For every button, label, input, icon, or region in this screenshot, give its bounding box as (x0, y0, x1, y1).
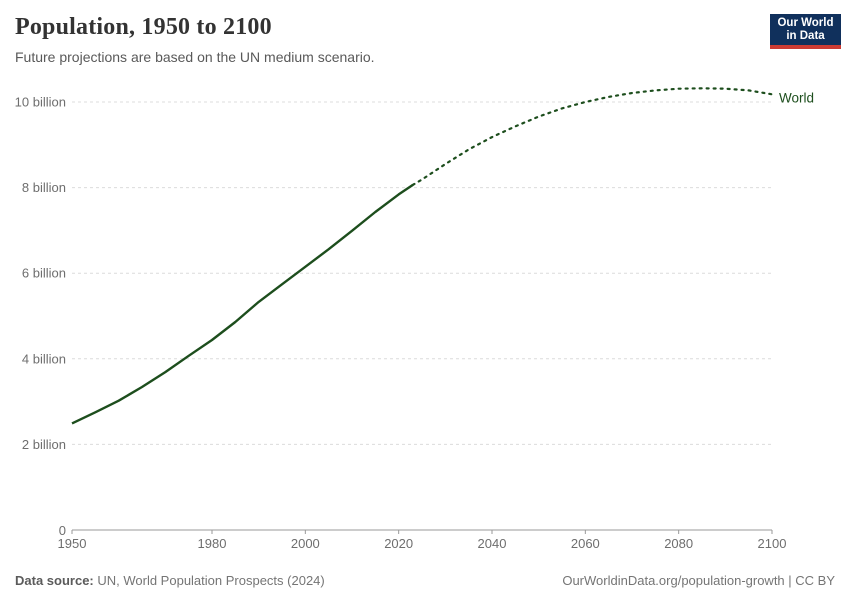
y-tick-label-6: 6 billion (22, 266, 66, 281)
y-tick-label-4: 4 billion (22, 351, 66, 366)
data-source-note: Data source: UN, World Population Prospe… (15, 573, 325, 588)
owid-logo-line1: Our World (777, 16, 834, 29)
chart-footer: Data source: UN, World Population Prospe… (15, 573, 835, 588)
chart-header: Population, 1950 to 2100 Future projecti… (15, 14, 755, 65)
x-tick-label-2060: 2060 (571, 536, 600, 551)
x-tick-label-2080: 2080 (664, 536, 693, 551)
series-label-world[interactable]: World (779, 90, 814, 105)
chart-title: Population, 1950 to 2100 (15, 14, 272, 40)
data-source-label: Data source: (15, 573, 94, 588)
chart-subtitle: Future projections are based on the UN m… (15, 49, 375, 65)
y-tick-label-2: 2 billion (22, 437, 66, 452)
series-line-projected-world[interactable] (411, 87, 774, 187)
y-tick-label-10: 10 billion (15, 95, 66, 110)
x-tick-label-2100: 2100 (758, 536, 787, 551)
chart-canvas[interactable]: 0 2 billion 4 billion 6 billion 8 billion 10 … (0, 70, 850, 555)
x-tick-label-2000: 2000 (291, 536, 320, 551)
x-tick-label-1980: 1980 (198, 536, 227, 551)
series-line-historical-world[interactable] (71, 184, 414, 425)
license-credit[interactable]: OurWorldinData.org/population-growth | C… (562, 573, 835, 588)
owid-logo[interactable]: Our World in Data (770, 14, 841, 49)
y-tick-label-8: 8 billion (22, 180, 66, 195)
data-source-text: UN, World Population Prospects (2024) (93, 573, 325, 588)
y-tick-label-0: 0 (59, 523, 66, 538)
x-tick-label-2040: 2040 (478, 536, 507, 551)
x-tick-label-1950: 1950 (58, 536, 87, 551)
owid-logo-line2: in Data (786, 29, 825, 42)
x-tick-label-2020: 2020 (384, 536, 413, 551)
